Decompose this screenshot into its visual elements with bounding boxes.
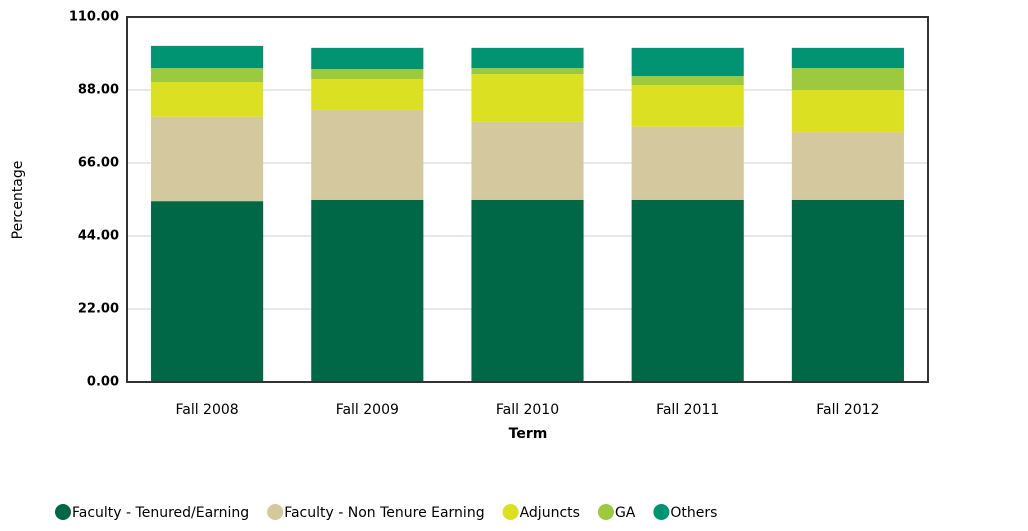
- legend-marker: [267, 504, 284, 520]
- bar-segment: [311, 199, 424, 382]
- y-tick-label: 88.00: [78, 83, 119, 98]
- bar-segment: [791, 68, 904, 90]
- legend-marker: [55, 504, 71, 520]
- bar-segment: [151, 82, 264, 117]
- x-tick-label: Fall 2008: [175, 402, 238, 418]
- bar-segment: [151, 201, 264, 382]
- bar-segment: [791, 199, 904, 382]
- bar-segment: [311, 47, 424, 70]
- legend-marker: [597, 504, 614, 520]
- x-axis-label: Term: [509, 426, 548, 442]
- legend-label: Faculty - Non Tenure Earning: [284, 505, 484, 521]
- bar-segment: [631, 199, 744, 382]
- bar-segment: [151, 68, 264, 83]
- bar-segment: [631, 76, 744, 86]
- legend-marker: [653, 504, 670, 520]
- y-tick-label: 66.00: [78, 156, 119, 171]
- y-axis-label: Percentage: [10, 161, 26, 240]
- y-tick-label: 110.00: [69, 10, 119, 25]
- x-tick-label: Fall 2012: [816, 402, 879, 418]
- bar-segment: [791, 132, 904, 200]
- bar-segment: [471, 74, 584, 122]
- bar-segment: [471, 68, 584, 75]
- bar-segment: [631, 85, 744, 127]
- legend-label: GA: [615, 505, 636, 521]
- bar-segment: [151, 116, 264, 202]
- bar-segment: [631, 126, 744, 200]
- bar-segment: [471, 47, 584, 69]
- legend-marker: [502, 504, 519, 520]
- legend-label: Adjuncts: [520, 505, 580, 521]
- x-tick-label: Fall 2011: [656, 402, 719, 418]
- bar-segment: [311, 79, 424, 110]
- bar-segment: [631, 47, 744, 77]
- legend-label: Others: [670, 505, 717, 521]
- bar-segment: [471, 121, 584, 200]
- x-tick-label: Fall 2010: [496, 402, 559, 418]
- y-tick-label: 0.00: [87, 375, 119, 390]
- bar-segment: [791, 47, 904, 69]
- bar-segment: [311, 109, 424, 200]
- y-tick-label: 44.00: [78, 229, 119, 244]
- plot-frame: [126, 16, 929, 383]
- legend-label: Faculty - Tenured/Earning: [72, 505, 249, 521]
- x-tick-label: Fall 2009: [336, 402, 399, 418]
- bar-segment: [151, 45, 264, 69]
- bar-segment: [471, 199, 584, 382]
- y-tick-label: 22.00: [78, 302, 119, 317]
- bar-segment: [791, 90, 904, 133]
- bar-segment: [311, 69, 424, 80]
